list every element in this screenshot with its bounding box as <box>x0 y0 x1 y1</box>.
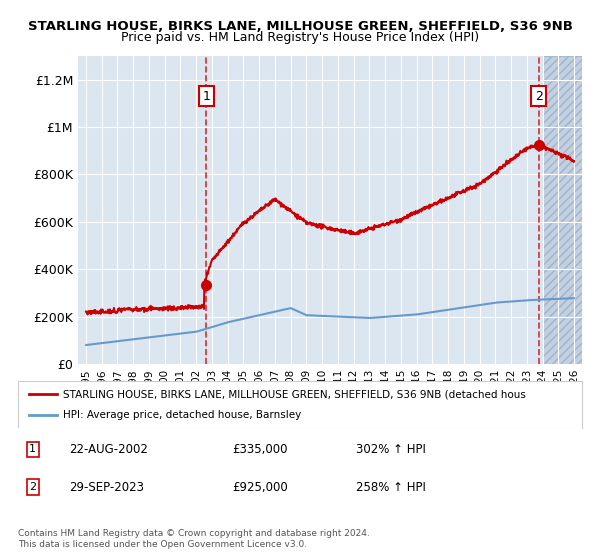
Text: Price paid vs. HM Land Registry's House Price Index (HPI): Price paid vs. HM Land Registry's House … <box>121 31 479 44</box>
Text: HPI: Average price, detached house, Barnsley: HPI: Average price, detached house, Barn… <box>63 410 301 420</box>
Text: STARLING HOUSE, BIRKS LANE, MILLHOUSE GREEN, SHEFFIELD, S36 9NB (detached hous: STARLING HOUSE, BIRKS LANE, MILLHOUSE GR… <box>63 389 526 399</box>
Text: Contains HM Land Registry data © Crown copyright and database right 2024.
This d: Contains HM Land Registry data © Crown c… <box>18 529 370 549</box>
Text: 2: 2 <box>535 90 542 102</box>
Text: 22-AUG-2002: 22-AUG-2002 <box>69 443 148 456</box>
Text: STARLING HOUSE, BIRKS LANE, MILLHOUSE GREEN, SHEFFIELD, S36 9NB: STARLING HOUSE, BIRKS LANE, MILLHOUSE GR… <box>28 20 572 32</box>
Text: 302% ↑ HPI: 302% ↑ HPI <box>356 443 426 456</box>
Text: 258% ↑ HPI: 258% ↑ HPI <box>356 480 426 494</box>
Text: 1: 1 <box>202 90 210 102</box>
Bar <box>542 56 582 364</box>
Text: 2: 2 <box>29 482 37 492</box>
Text: 1: 1 <box>29 445 36 454</box>
Text: £925,000: £925,000 <box>232 480 288 494</box>
Text: 29-SEP-2023: 29-SEP-2023 <box>69 480 144 494</box>
Text: £335,000: £335,000 <box>232 443 288 456</box>
Bar <box>542 56 582 364</box>
